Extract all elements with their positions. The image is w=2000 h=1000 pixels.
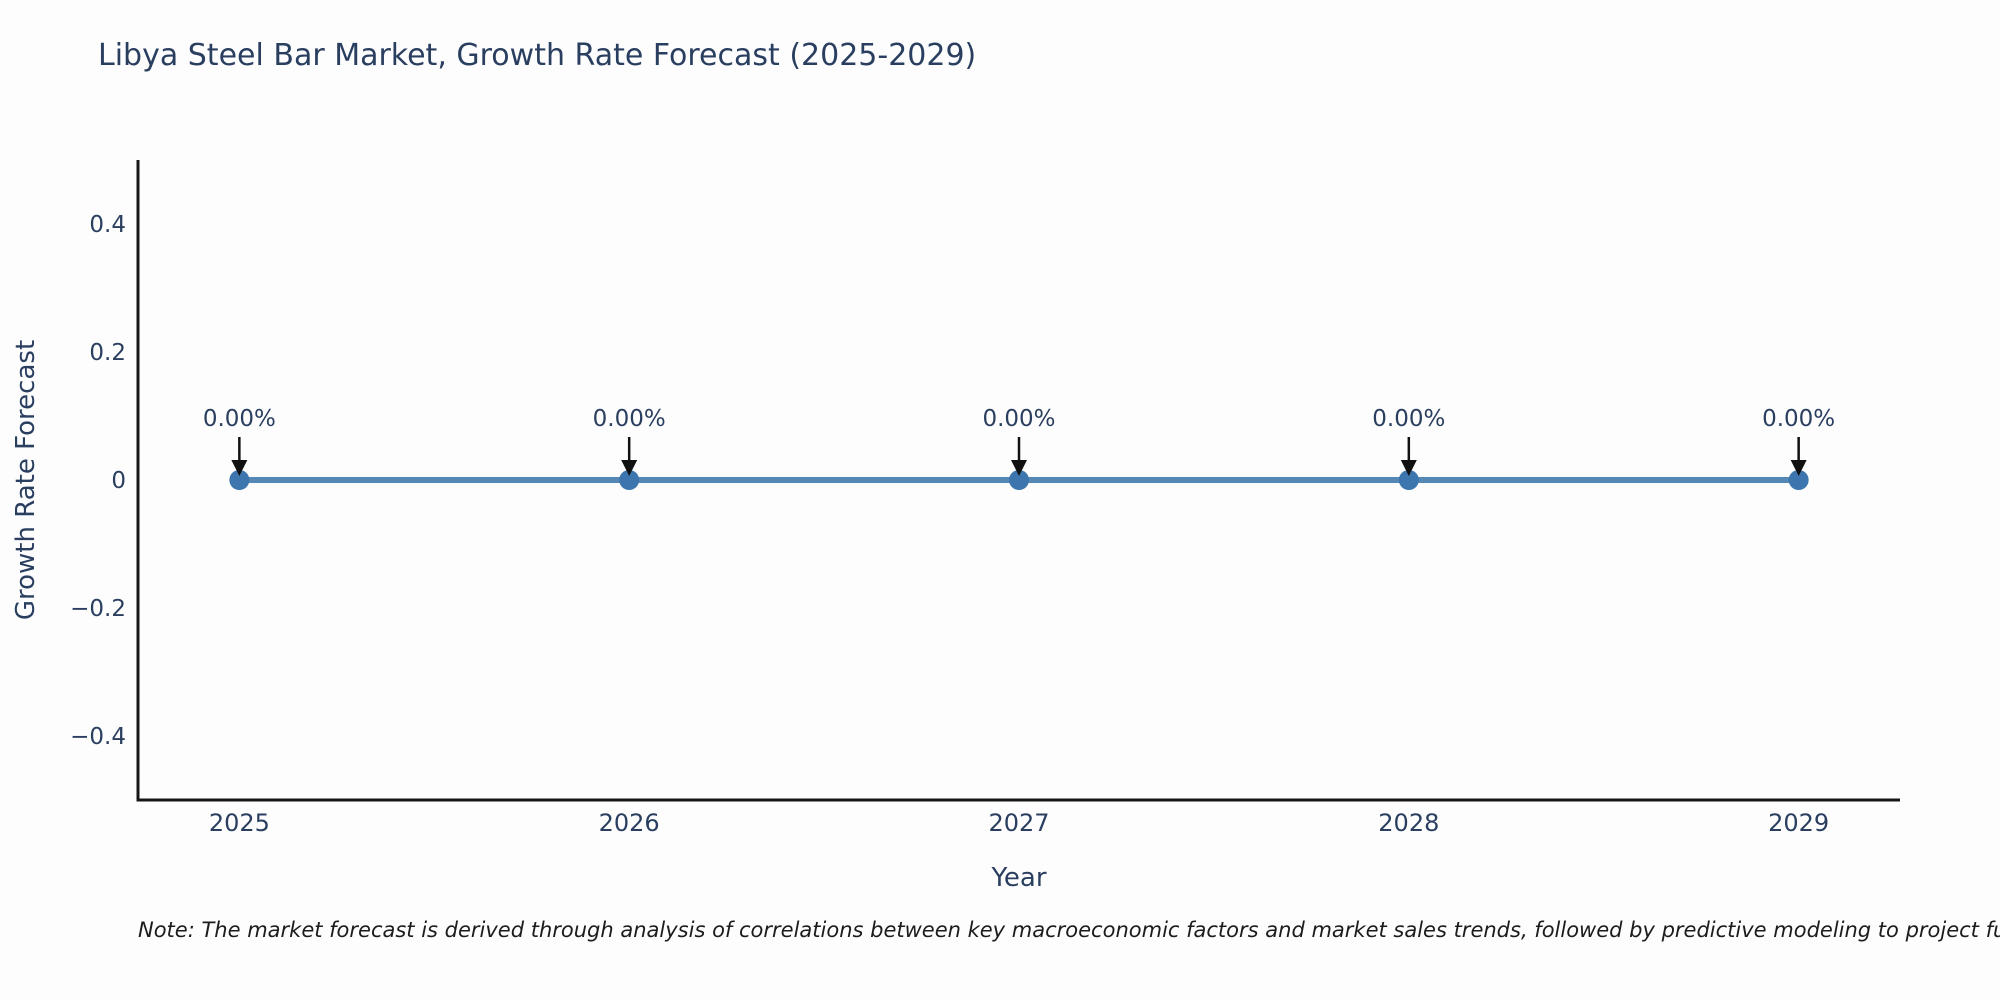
y-tick-label: −0.4 — [70, 724, 126, 750]
x-axis-title: Year — [990, 863, 1046, 893]
data-point-marker[interactable] — [1009, 470, 1029, 490]
y-tick-label: 0.4 — [89, 212, 126, 238]
data-point-marker[interactable] — [229, 470, 250, 490]
annotation-label: 0.00% — [1372, 406, 1445, 432]
x-tick-label: 2028 — [1378, 809, 1439, 837]
annotation-label: 0.00% — [982, 406, 1055, 432]
y-tick-label: −0.2 — [70, 596, 126, 622]
y-tick-label: 0.2 — [89, 340, 126, 366]
y-tick-label: 0 — [111, 468, 126, 494]
x-tick-label: 2029 — [1768, 809, 1829, 837]
annotation-arrow-head — [1011, 460, 1027, 476]
data-point-marker[interactable] — [619, 470, 640, 490]
annotation-label: 0.00% — [1762, 406, 1835, 432]
annotation-arrow-head — [621, 460, 638, 476]
data-point-marker[interactable] — [1398, 470, 1419, 490]
annotation-label: 0.00% — [203, 406, 276, 432]
chart-footnote: Note: The market forecast is derived thr… — [138, 918, 2000, 942]
x-tick-label: 2027 — [988, 809, 1049, 837]
data-point-marker[interactable] — [1788, 470, 1809, 490]
x-tick-label: 2025 — [209, 809, 270, 837]
annotation-arrow-head — [231, 460, 248, 476]
annotation-arrow-head — [1400, 460, 1417, 476]
y-axis-title: Growth Rate Forecast — [11, 340, 41, 620]
chart-title: Libya Steel Bar Market, Growth Rate Fore… — [98, 38, 977, 73]
x-tick-label: 2026 — [599, 809, 660, 837]
annotation-label: 0.00% — [593, 406, 666, 432]
annotation-arrow-head — [1790, 460, 1807, 476]
